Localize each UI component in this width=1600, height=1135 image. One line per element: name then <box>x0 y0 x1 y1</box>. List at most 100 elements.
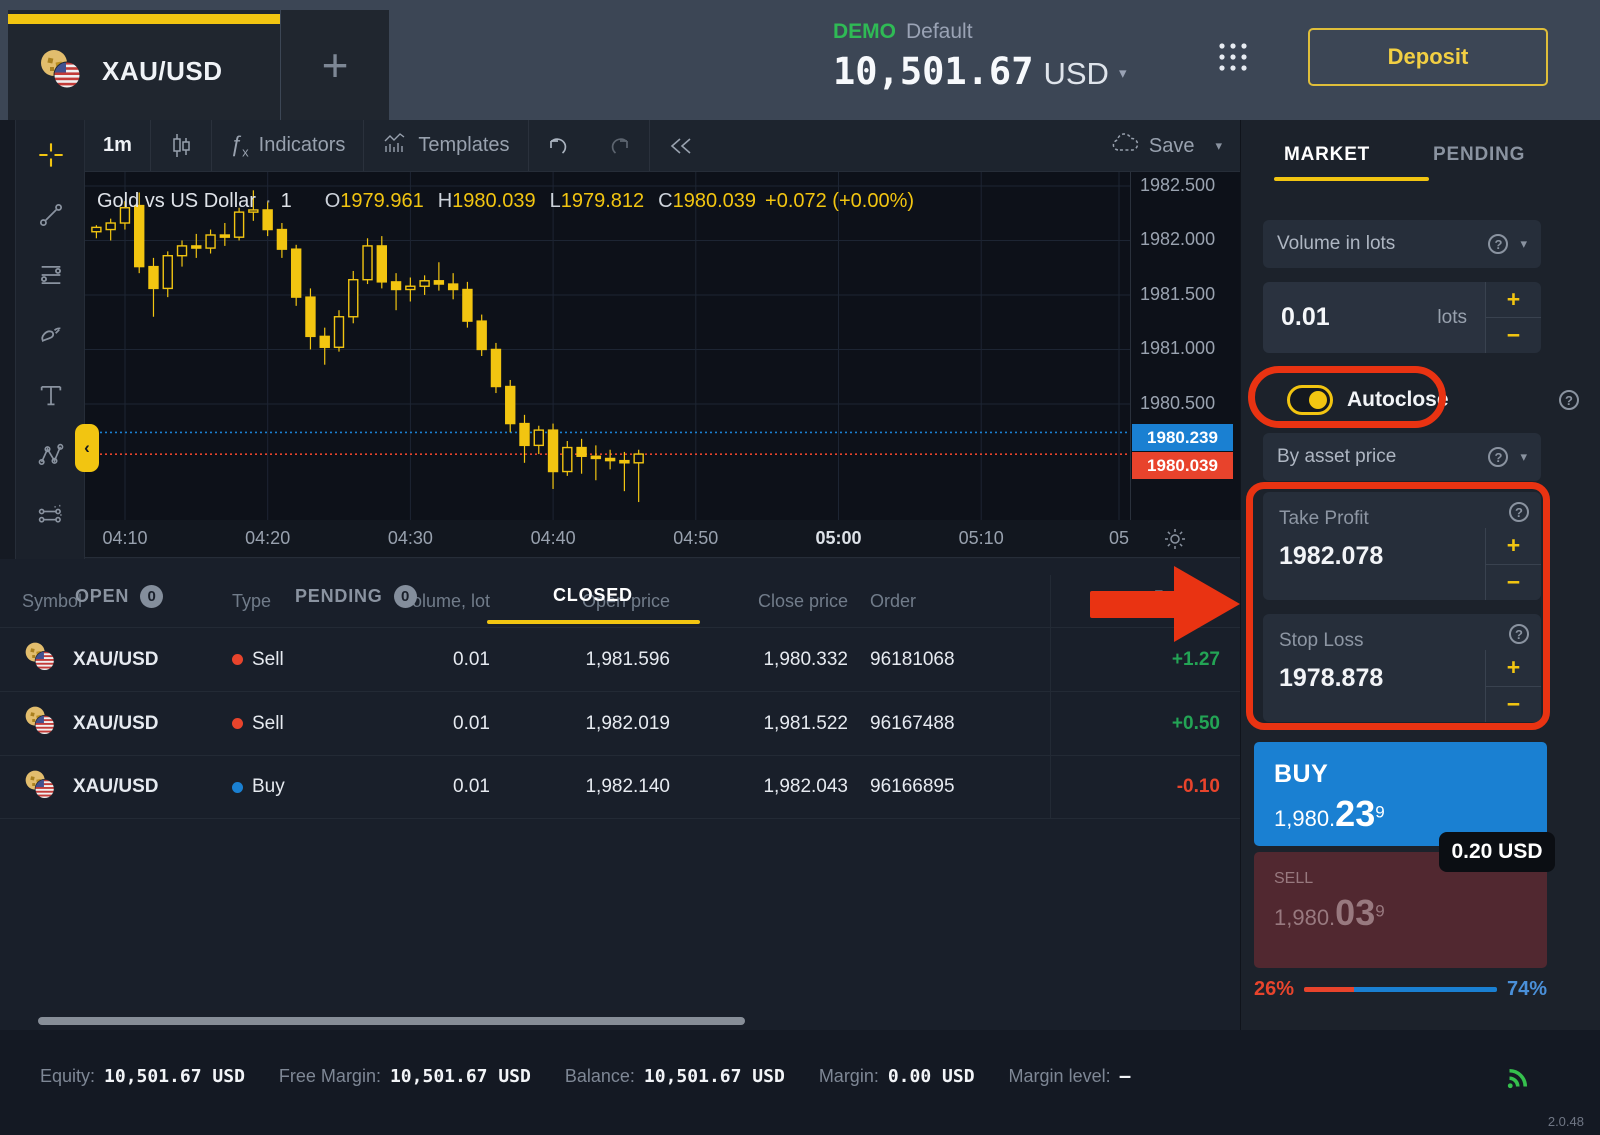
autoclose-label: Autoclose <box>1347 388 1449 411</box>
time-tick-label: 05:10 <box>958 528 1004 548</box>
candle-down <box>305 296 316 338</box>
position-row[interactable]: XAU/USD Sell 0.01 1,982.019 1,981.522 9616748… <box>0 691 1240 755</box>
chart-interval: 1 <box>280 190 292 212</box>
candle-up <box>405 285 416 291</box>
tab-pending-orders[interactable]: PENDING 0 <box>295 585 417 608</box>
candle-down <box>262 209 273 231</box>
symbol-tab-label: XAU/USD <box>102 56 223 86</box>
gold-usd-pair-icon <box>36 48 88 95</box>
position-order-id: 96166895 <box>870 776 955 797</box>
timeframe-button[interactable]: 1m <box>103 134 132 156</box>
price-axis[interactable]: 1982.500 1982.000 1981.500 1981.000 1980.500… <box>1130 172 1240 520</box>
sentiment-bar <box>1304 987 1497 992</box>
column-header[interactable]: Volume, lot <box>400 590 490 611</box>
symbol-tab[interactable]: XAU/USD <box>8 10 280 120</box>
stop-loss-value[interactable]: 1978.878 <box>1279 664 1384 692</box>
autoclose-mode-dropdown[interactable]: By asset price ? ▾ <box>1263 433 1541 481</box>
closed-tab-indicator <box>487 620 700 624</box>
candle-down <box>376 245 387 283</box>
positions-panel: OPEN 0 PENDING 0 CLOSED Symbol Type Volume… <box>0 559 1240 1030</box>
fib-retracement-tool[interactable] <box>16 248 85 302</box>
balance-value: 10,501.67 USD <box>643 1066 785 1087</box>
collapse-sidebar-handle[interactable]: ‹ <box>75 424 99 472</box>
xabcd-pattern-tool[interactable] <box>16 428 85 482</box>
volume-input[interactable]: 0.01 lots <box>1263 282 1485 353</box>
horizontal-scrollbar[interactable] <box>38 1017 745 1025</box>
volume-increase-button[interactable]: + <box>1486 282 1541 318</box>
stop-loss-help-icon[interactable]: ? <box>1509 624 1529 644</box>
templates-button[interactable]: Templates <box>364 120 527 171</box>
tab-pending-order[interactable]: PENDING <box>1433 144 1526 165</box>
deposit-button[interactable]: Deposit <box>1308 28 1548 86</box>
buy-button[interactable]: BUY 1,980.239 <box>1254 742 1547 846</box>
add-tab-button[interactable]: + <box>281 10 389 120</box>
column-header[interactable]: Type <box>232 590 272 611</box>
stop-loss-field[interactable]: ? Stop Loss 1978.878 + − <box>1263 614 1541 722</box>
save-layout-button[interactable]: Save ▾ <box>1110 120 1222 172</box>
position-open-price: 1,981.596 <box>585 648 670 670</box>
rewind-button[interactable] <box>650 120 712 171</box>
position-symbol: XAU/USD <box>22 641 232 678</box>
take-profit-help-icon[interactable]: ? <box>1509 502 1529 522</box>
buy-sentiment-label: 74% <box>1506 978 1547 1000</box>
column-header[interactable]: Symbol <box>22 590 83 611</box>
account-switcher[interactable]: DEMO Default 10,501.67 USD ▾ <box>833 20 1126 93</box>
price-chart[interactable]: 1982.500 1982.000 1981.500 1981.000 1980.500… <box>75 172 1240 520</box>
take-profit-increase-button[interactable]: + <box>1486 528 1541 565</box>
asset-price-help-icon[interactable]: ? <box>1488 447 1509 467</box>
apps-grid-icon[interactable] <box>1216 40 1250 74</box>
position-volume: 0.01 <box>453 776 490 797</box>
volume-help-icon[interactable]: ? <box>1488 234 1509 254</box>
position-symbol: XAU/USD <box>22 769 232 806</box>
candle-up <box>533 429 544 447</box>
candle-up <box>233 211 245 238</box>
chart-title: Gold vs US Dollar <box>97 190 256 212</box>
position-open-price: 1,982.140 <box>585 776 670 797</box>
tab-open-positions[interactable]: OPEN 0 <box>75 585 164 608</box>
position-row[interactable]: XAU/USD Buy 0.01 1,982.140 1,982.043 96166895… <box>0 755 1240 819</box>
forecast-projection-tool[interactable] <box>16 488 85 542</box>
crosshair-tool[interactable] <box>16 128 85 182</box>
brush-tool[interactable] <box>16 308 85 362</box>
status-footer: Equity: 10,501.67 USD Free Margin: 10,501.… <box>0 1030 1600 1135</box>
volume-decrease-button[interactable]: − <box>1486 318 1541 353</box>
time-tick-label: 05:00 <box>815 528 862 548</box>
trendline-tool[interactable] <box>16 188 85 242</box>
tab-market-order[interactable]: MARKET <box>1284 144 1371 165</box>
candle-style-button[interactable] <box>151 120 211 171</box>
position-type: Buy <box>232 776 394 798</box>
position-close-price: 1,980.332 <box>763 648 848 670</box>
free-margin-label: Free Margin: <box>278 1066 381 1086</box>
candle-up <box>362 245 373 281</box>
expand-panel-icon[interactable] <box>1140 587 1166 618</box>
time-axis[interactable]: 04:10 04:20 04:30 04:40 04:50 05:00 05:10 05 <box>85 520 1240 558</box>
margin-label: Margin: <box>818 1066 879 1086</box>
candle-up <box>91 226 102 233</box>
take-profit-value[interactable]: 1982.078 <box>1279 542 1384 570</box>
indicators-button[interactable]: ƒx Indicators <box>229 131 346 160</box>
take-profit-field[interactable]: ? Take Profit 1982.078 + − <box>1263 492 1541 600</box>
tab-closed-positions[interactable]: CLOSED <box>553 585 633 605</box>
candle-down <box>134 204 145 268</box>
column-header[interactable]: Order <box>870 590 917 611</box>
autoclose-toggle[interactable] <box>1287 385 1333 415</box>
volume-mode-dropdown[interactable]: Volume in lots ? ▾ <box>1263 220 1541 268</box>
undo-button[interactable] <box>529 120 589 171</box>
redo-button[interactable] <box>589 120 649 171</box>
price-tick-label: 1981.500 <box>1140 283 1216 304</box>
candle-up <box>419 280 430 287</box>
stop-loss-decrease-button[interactable]: − <box>1486 686 1541 722</box>
candle-up <box>162 255 173 290</box>
active-tab-indicator <box>8 14 280 24</box>
text-tool[interactable] <box>16 368 85 422</box>
column-header[interactable]: Open price <box>581 590 670 611</box>
position-volume: 0.01 <box>453 648 490 670</box>
axis-settings-gear-icon[interactable] <box>1163 527 1187 556</box>
stop-loss-increase-button[interactable]: + <box>1486 650 1541 687</box>
position-row[interactable]: XAU/USD Sell 0.01 1,981.596 1,980.332 9618106… <box>0 627 1240 691</box>
take-profit-decrease-button[interactable]: − <box>1486 564 1541 600</box>
market-sentiment: 26% 74% <box>1254 978 1547 1001</box>
autoclose-help-icon[interactable]: ? <box>1559 390 1579 410</box>
column-header[interactable]: Close price <box>757 590 848 611</box>
